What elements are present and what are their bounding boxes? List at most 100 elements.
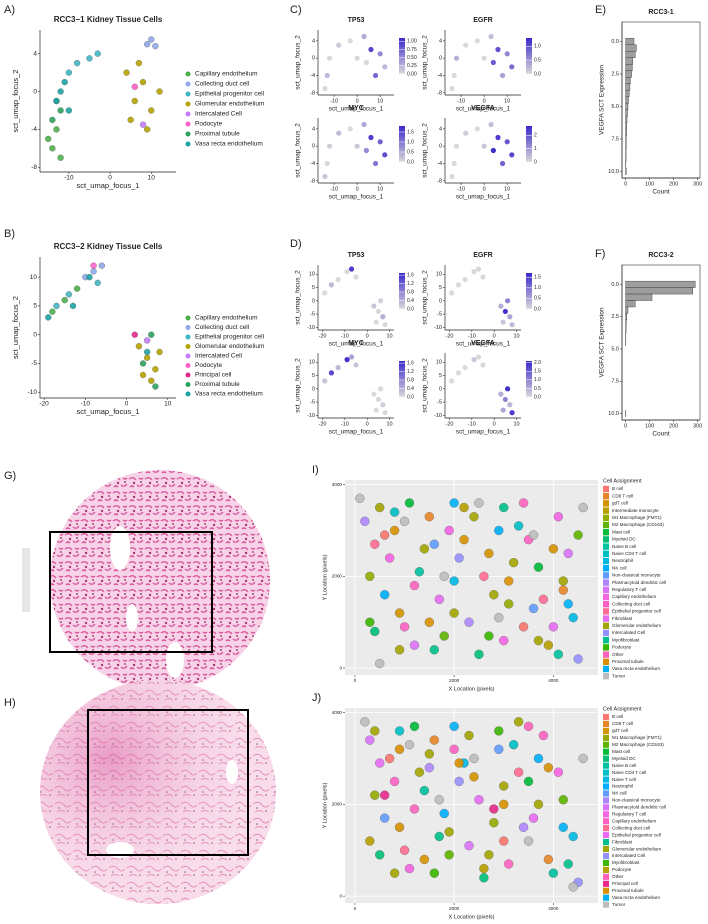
- point: [548, 544, 559, 554]
- colorbar-label: 1.00: [407, 39, 417, 45]
- colorbar-label: 0.00: [407, 71, 417, 77]
- x-tick-label: 10: [386, 421, 392, 427]
- legend-label: Plasmacytoid dendritic cell: [612, 580, 666, 585]
- legend-swatch: [603, 825, 609, 832]
- x-tick-label: 4000: [548, 906, 559, 911]
- panel-label: D): [290, 238, 302, 250]
- x-tick-label: 300: [693, 181, 702, 187]
- bar: [625, 83, 631, 91]
- y-tick-label: 10: [309, 272, 315, 278]
- legend-label: CD8 T cell: [612, 721, 633, 726]
- colorbar-label: 0.4: [407, 386, 414, 392]
- point: [533, 635, 544, 646]
- point: [156, 348, 163, 356]
- x-tick-label: -20: [318, 333, 326, 339]
- point: [528, 530, 539, 540]
- point: [439, 631, 449, 641]
- legend-swatch: [603, 622, 609, 629]
- point: [353, 362, 359, 368]
- x-axis-label: X Location (pixels): [448, 914, 494, 920]
- colorbar-label: 1.2: [407, 369, 414, 375]
- bar: [625, 38, 635, 45]
- point: [464, 617, 474, 627]
- point: [324, 160, 330, 167]
- point: [324, 72, 330, 79]
- point: [523, 836, 534, 846]
- point: [553, 649, 563, 660]
- point: [474, 126, 480, 132]
- legend-swatch: [603, 894, 609, 901]
- point: [404, 498, 415, 508]
- point: [434, 795, 444, 805]
- legend-label: Capillary endothelium: [195, 315, 258, 322]
- legend-label: Vasa recta endothelium: [612, 895, 660, 900]
- point: [449, 576, 459, 586]
- legend-label: Podocyte: [195, 121, 222, 128]
- roi-box: [49, 531, 213, 653]
- y-tick-label: 5: [439, 285, 442, 291]
- y-tick-label: -4: [31, 126, 37, 133]
- y-axis-label: sct_umap_focus_2: [11, 70, 20, 133]
- legend-label: Epithelial progenitor cell: [612, 832, 661, 837]
- point: [365, 836, 375, 846]
- point: [481, 143, 487, 149]
- tissue-core: [50, 470, 270, 690]
- point: [504, 576, 514, 586]
- slide-artifact: [22, 548, 30, 612]
- y-tick-label: 10: [30, 274, 38, 281]
- legend-label: Naive CD4 T cell: [612, 770, 646, 775]
- legend-label: Collecting duct cell: [612, 601, 650, 606]
- point: [498, 391, 504, 397]
- legend-swatch: [603, 866, 609, 873]
- legend-label: Naive B cell: [612, 544, 636, 549]
- y-tick-label: 2.5: [611, 71, 619, 77]
- point: [449, 173, 455, 180]
- chart-title: EGFR: [473, 252, 492, 259]
- legend-swatch: [603, 529, 609, 536]
- colorbar-label: 0: [534, 159, 537, 165]
- legend-swatch: [185, 353, 191, 359]
- point: [464, 840, 474, 851]
- point: [568, 612, 578, 623]
- point: [543, 640, 554, 650]
- legend-label: Podocyte: [612, 867, 632, 872]
- chart-title: VEGFA: [471, 105, 495, 112]
- legend-swatch: [603, 500, 609, 507]
- point: [382, 322, 388, 328]
- point: [384, 553, 395, 563]
- point: [363, 59, 369, 66]
- point: [148, 377, 155, 384]
- point: [131, 97, 138, 105]
- legend-swatch: [603, 727, 609, 734]
- x-tick-label: 0: [356, 98, 359, 104]
- chart-title: TP53: [348, 252, 365, 259]
- point: [464, 730, 474, 741]
- point: [354, 143, 360, 149]
- point: [380, 402, 386, 408]
- point: [414, 567, 425, 577]
- legend-swatch: [603, 608, 609, 615]
- legend-label: Collecting duct cell: [612, 825, 650, 830]
- point: [479, 571, 489, 582]
- x-axis-label: sct_umap_focus_1: [456, 341, 511, 348]
- legend-label: Podocyte: [612, 645, 632, 650]
- legend-swatch: [603, 658, 609, 665]
- legend-label: Epithelial progenitor cell: [612, 609, 661, 614]
- point: [449, 378, 455, 384]
- bar: [625, 313, 627, 321]
- point: [45, 314, 52, 321]
- point: [365, 571, 375, 582]
- point: [504, 51, 510, 57]
- point: [444, 827, 454, 837]
- point: [463, 130, 469, 136]
- y-tick-label: 7.5: [611, 136, 619, 142]
- point: [377, 51, 383, 57]
- point: [453, 143, 460, 149]
- x-axis-label: Count: [652, 189, 670, 196]
- point: [553, 767, 563, 777]
- y-tick-label: 10: [436, 360, 442, 366]
- y-tick-label: 7.5: [611, 379, 619, 385]
- x-tick-label: 0: [483, 98, 486, 104]
- legend-swatch: [185, 315, 191, 321]
